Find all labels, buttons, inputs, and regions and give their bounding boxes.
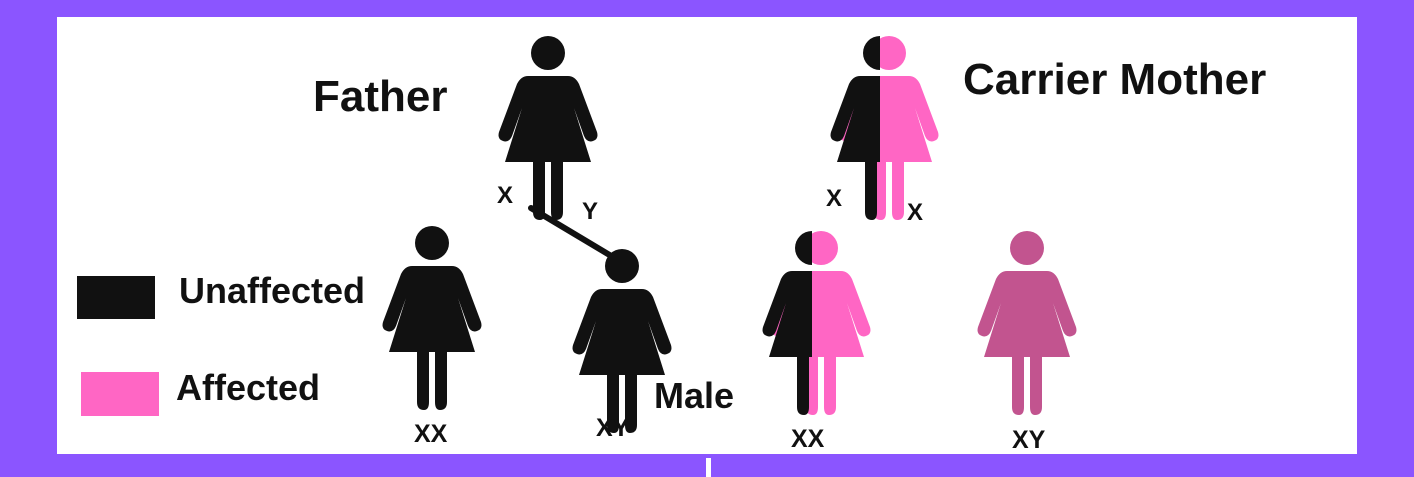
legend-swatch-affected [81,372,159,416]
mother-allele-x-right: X [907,199,924,226]
child1-genotype: XX [414,420,448,448]
father-allele-x: X [497,182,514,209]
father-figure [498,36,598,220]
mother-allele-x-left: X [826,185,843,212]
legend-label-affected: Affected [176,367,321,408]
child3-genotype: XX [791,425,825,453]
legend-swatch-unaffected [77,276,155,319]
child3-figure [762,231,871,415]
child2-genotype: XY [596,414,630,442]
father-allele-y: Y [582,198,599,225]
child4-figure [977,231,1077,415]
frame-bottom-notch [706,458,711,477]
father-label: Father [313,72,448,121]
child1-figure [382,226,482,410]
child2-sex-label: Male [654,375,735,416]
mother-figure [830,36,939,220]
carrier-mother-label: Carrier Mother [963,55,1267,104]
legend-label-unaffected: Unaffected [179,270,366,311]
child4-genotype: XY [1012,426,1046,454]
